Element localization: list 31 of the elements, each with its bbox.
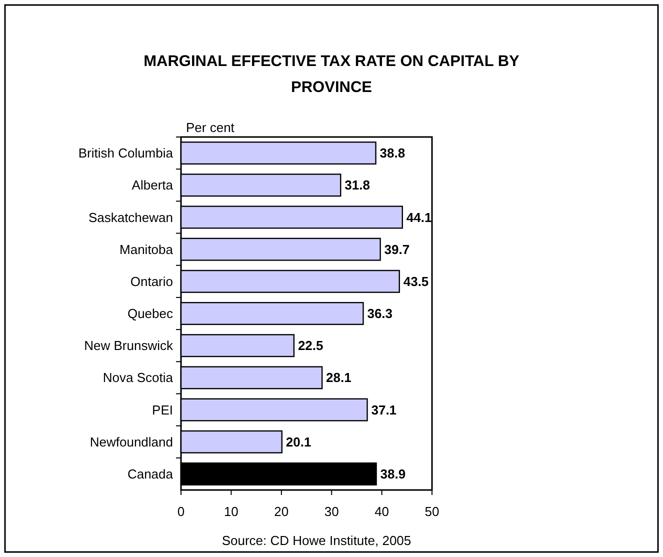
chart-title: MARGINAL EFFECTIVE TAX RATE ON CAPITAL BY PROVINCE <box>144 53 520 96</box>
x-tick-label: 10 <box>224 504 238 519</box>
x-tick-label: 50 <box>424 504 440 519</box>
data-label: 38.9 <box>380 466 406 482</box>
x-tick-label: 40 <box>374 504 390 519</box>
x-tick-label: 20 <box>274 504 289 519</box>
data-label: 37.1 <box>371 402 397 418</box>
data-label: 22.5 <box>298 338 324 354</box>
y-tick-label: New Brunswick <box>84 338 174 354</box>
y-tick-label: Manitoba <box>120 242 174 257</box>
y-tick-label: PEI <box>152 402 173 418</box>
data-label: 31.8 <box>344 178 370 193</box>
data-label: 38.8 <box>380 146 406 161</box>
y-tick-label: British Columbia <box>78 146 174 161</box>
y-tick-label: Alberta <box>132 178 174 193</box>
y-tick-label: Ontario <box>130 274 173 289</box>
data-label: 36.3 <box>367 306 393 322</box>
y-tick-label: Quebec <box>127 306 174 322</box>
data-label: 39.7 <box>384 242 410 257</box>
source-note: Source: CD Howe Institute, 2005 <box>222 533 412 548</box>
x-tick-label: 30 <box>324 504 339 519</box>
y-tick-label: Canada <box>127 466 174 482</box>
data-label: 43.5 <box>403 274 429 289</box>
y-tick-label: Saskatchewan <box>88 210 173 225</box>
x-tick-label: 0 <box>177 504 185 519</box>
y-tick-label: Newfoundland <box>90 434 173 450</box>
y-tick-label: Nova Scotia <box>102 370 174 386</box>
data-label: 20.1 <box>286 434 312 450</box>
x-axis-title: Per cent <box>186 120 235 135</box>
data-label: 44.1 <box>406 210 432 225</box>
data-label: 28.1 <box>326 370 352 386</box>
